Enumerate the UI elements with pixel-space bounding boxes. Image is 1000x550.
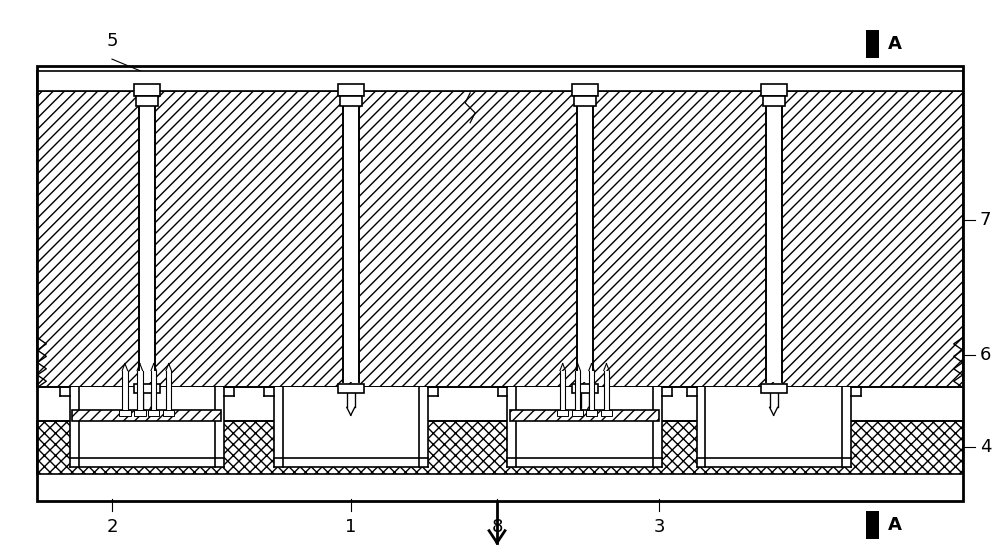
Bar [72,410,221,421]
Bar [575,371,580,410]
Bar [761,84,787,96]
Bar [338,84,364,96]
Bar [763,96,785,106]
Bar [572,384,598,393]
Bar [507,387,662,467]
Bar [574,96,596,106]
Bar [163,410,174,416]
Bar [119,410,131,416]
Bar [139,96,155,382]
Text: A: A [888,516,902,534]
Bar [166,371,171,410]
Bar [572,410,583,416]
Bar [134,84,160,96]
Bar [866,511,879,538]
Bar [340,96,362,106]
Bar [274,387,428,467]
Bar [761,384,787,393]
Bar [866,30,879,58]
Bar [137,371,143,410]
Text: 5: 5 [106,32,118,50]
Bar [37,71,963,91]
Bar [697,387,851,467]
Bar [557,410,568,416]
Bar [586,410,597,416]
Bar [122,371,128,410]
Bar [510,410,659,421]
Bar [343,96,359,382]
Bar [766,96,782,382]
Bar [148,410,159,416]
Bar [577,96,593,382]
Bar [151,371,156,410]
Bar [70,387,224,467]
Text: 1: 1 [345,518,356,536]
Bar [37,91,963,387]
Bar [134,410,146,416]
Text: 6: 6 [980,345,991,364]
Bar [338,384,364,393]
Text: A: A [888,35,902,53]
Bar [572,84,598,96]
Bar [601,410,612,416]
Bar [560,371,565,410]
Text: 2: 2 [106,518,118,536]
Bar [37,66,963,501]
Bar [136,96,158,106]
Bar [589,371,594,410]
Text: 7: 7 [980,211,991,229]
Bar [134,384,160,393]
Text: 3: 3 [653,518,665,536]
Bar [37,421,963,474]
Text: 8: 8 [491,518,503,536]
Text: 4: 4 [980,438,991,456]
Bar [604,371,609,410]
